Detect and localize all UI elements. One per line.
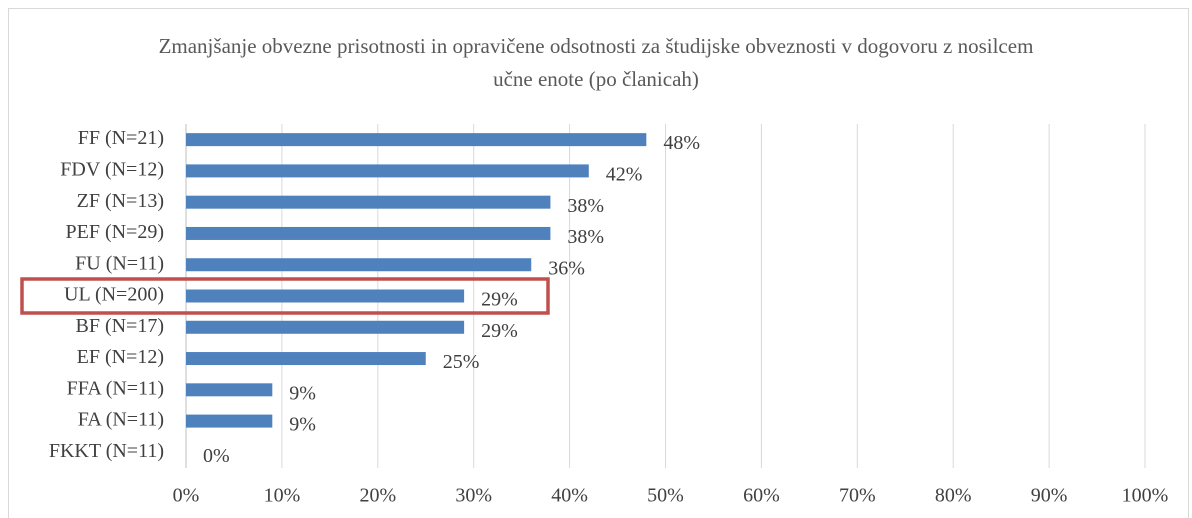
- highlight-box: [20, 277, 550, 315]
- data-label: 29%: [481, 320, 518, 342]
- x-tick-label: 0%: [173, 485, 200, 507]
- data-label: 42%: [606, 164, 643, 186]
- data-label: 9%: [289, 382, 316, 404]
- y-tick-label: UL (N=200): [64, 284, 164, 306]
- bar: [186, 383, 273, 397]
- data-label: 48%: [663, 132, 700, 154]
- bar: [186, 133, 647, 147]
- data-label: 9%: [289, 414, 316, 436]
- bar: [186, 164, 589, 178]
- y-tick-label: FF (N=21): [78, 127, 164, 149]
- y-tick-label: FKKT (N=11): [49, 440, 164, 462]
- x-tick-label: 60%: [743, 485, 780, 507]
- y-tick-label: FFA (N=11): [67, 377, 164, 399]
- y-tick-label: EF (N=12): [77, 346, 164, 368]
- x-tick-label: 30%: [455, 485, 492, 507]
- bar: [186, 226, 551, 240]
- x-tick-label: 40%: [551, 485, 588, 507]
- y-tick-label: FDV (N=12): [60, 159, 164, 181]
- x-tick-label: 100%: [1122, 485, 1169, 507]
- chart-border: [8, 8, 1189, 518]
- x-tick-label: 10%: [264, 485, 301, 507]
- y-tick-label: BF (N=17): [75, 315, 164, 337]
- data-label: 0%: [203, 445, 230, 467]
- x-tick-label: 50%: [647, 485, 684, 507]
- x-tick-label: 20%: [359, 485, 396, 507]
- data-label: 25%: [443, 351, 480, 373]
- data-label: 38%: [567, 195, 604, 217]
- bar: [186, 414, 273, 428]
- bar: [186, 320, 465, 334]
- y-tick-label: ZF (N=13): [77, 190, 164, 212]
- x-tick-label: 80%: [935, 485, 972, 507]
- bar: [186, 352, 426, 366]
- data-label: 38%: [567, 226, 604, 248]
- x-tick-label: 90%: [1031, 485, 1068, 507]
- y-tick-label: FA (N=11): [78, 409, 164, 431]
- bar: [186, 195, 551, 209]
- y-tick-label: PEF (N=29): [65, 221, 164, 243]
- data-label: 29%: [481, 289, 518, 311]
- data-label: 36%: [548, 257, 585, 279]
- y-tick-label: FU (N=11): [75, 252, 164, 274]
- bar: [186, 289, 465, 303]
- x-tick-label: 70%: [839, 485, 876, 507]
- chart-title: Zmanjšanje obvezne prisotnosti in opravi…: [158, 34, 1034, 91]
- bar: [186, 258, 532, 272]
